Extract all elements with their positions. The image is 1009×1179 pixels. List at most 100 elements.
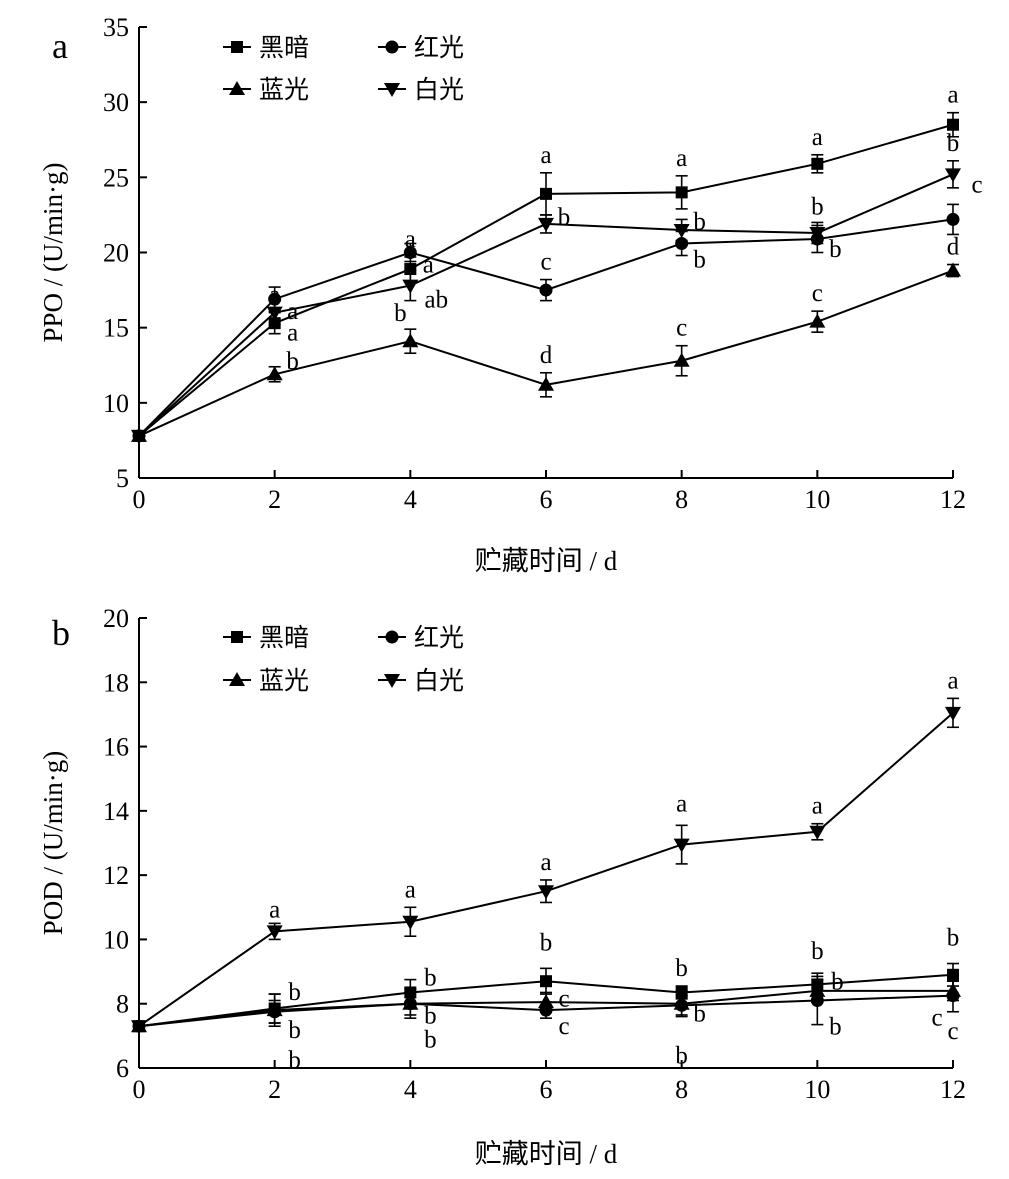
y-tick-label: 25 bbox=[103, 163, 129, 192]
legend-marker bbox=[231, 631, 243, 643]
data-point bbox=[131, 1020, 147, 1035]
significance-label: b bbox=[947, 925, 960, 952]
data-point bbox=[402, 995, 419, 1010]
data-point bbox=[402, 279, 419, 294]
legend-item: 红光 bbox=[378, 33, 464, 62]
y-tick-label: 20 bbox=[103, 239, 129, 268]
y-axis-title: PPO / (U/min·g) bbox=[38, 162, 68, 342]
legend-marker bbox=[229, 81, 245, 95]
data-point bbox=[268, 292, 282, 306]
data-point bbox=[811, 157, 824, 170]
significance-label: a bbox=[405, 876, 416, 903]
x-tick-label: 6 bbox=[540, 1075, 553, 1104]
legend-label: 红光 bbox=[414, 623, 464, 652]
significance-label: a bbox=[947, 667, 958, 694]
legend-item: 黑暗 bbox=[223, 623, 309, 652]
data-point bbox=[538, 217, 554, 232]
significance-label: a bbox=[812, 124, 823, 151]
significance-label: d bbox=[540, 342, 553, 369]
significance-label: a bbox=[947, 82, 958, 109]
significance-label: a bbox=[676, 145, 687, 172]
legend-label: 黑暗 bbox=[259, 33, 309, 62]
significance-label: b bbox=[811, 193, 824, 220]
data-point bbox=[540, 187, 552, 200]
data-point bbox=[809, 226, 826, 241]
data-point bbox=[673, 995, 690, 1010]
y-tick-label: 10 bbox=[103, 925, 129, 954]
data-point bbox=[675, 186, 688, 199]
significance-label: c bbox=[676, 315, 687, 342]
significance-label: b bbox=[424, 1003, 437, 1030]
data-point bbox=[402, 915, 419, 930]
panel-label: b bbox=[52, 613, 70, 653]
x-tick-label: 0 bbox=[133, 485, 146, 514]
x-tick-label: 4 bbox=[404, 485, 417, 514]
data-point bbox=[673, 223, 690, 238]
significance-label: d bbox=[947, 234, 960, 261]
legend-label: 红光 bbox=[414, 33, 464, 62]
significance-label: c bbox=[971, 171, 982, 198]
significance-label: c bbox=[558, 985, 569, 1012]
chart-panel-a: 5 10 15 20 25 30 35 0 2 4 6 8 10 12 PPO / (U/min·g) 贮藏时… bbox=[38, 13, 983, 576]
chart-panel-b: 6 8 10 12 14 16 18 20 0 2 4 6 8 10 12 POD / (U/min·g) 贮藏… bbox=[38, 604, 966, 1169]
series-triangle-down: a a a a a a bbox=[131, 667, 961, 1035]
legend-label: 蓝光 bbox=[259, 666, 309, 695]
significance-label: b bbox=[394, 300, 407, 327]
significance-label: c bbox=[812, 280, 823, 307]
y-tick-label: 8 bbox=[116, 990, 129, 1019]
y-tick-label: 30 bbox=[103, 88, 129, 117]
x-tick-label: 4 bbox=[404, 1075, 417, 1104]
y-tick-label: 12 bbox=[103, 861, 129, 890]
y-tick-label: 6 bbox=[116, 1054, 129, 1083]
series-triangle-up: b b d c c d bbox=[131, 234, 961, 442]
significance-label: a bbox=[287, 298, 298, 325]
significance-label: a bbox=[540, 849, 551, 876]
x-tick-label: 8 bbox=[675, 1075, 688, 1104]
y-tick-label: 14 bbox=[103, 797, 129, 826]
significance-label: c bbox=[540, 249, 551, 276]
x-tick-label: 12 bbox=[940, 485, 966, 514]
legend-marker bbox=[384, 83, 400, 97]
data-point bbox=[946, 212, 960, 226]
legend-item: 白光 bbox=[378, 75, 464, 104]
x-tick-label: 12 bbox=[940, 1075, 966, 1104]
data-point bbox=[538, 994, 554, 1009]
significance-label: a bbox=[405, 226, 416, 253]
significance-label: b bbox=[558, 204, 571, 231]
x-tick-label: 2 bbox=[268, 1075, 281, 1104]
data-point bbox=[266, 366, 283, 381]
y-tick-label: 18 bbox=[103, 668, 129, 697]
data-point bbox=[539, 283, 553, 297]
legend-marker bbox=[231, 41, 243, 53]
legend-label: 白光 bbox=[414, 75, 464, 104]
data-point bbox=[947, 118, 959, 131]
legend-marker bbox=[384, 674, 400, 688]
data-point bbox=[403, 246, 417, 259]
data-point bbox=[945, 262, 961, 277]
significance-label: b bbox=[675, 955, 688, 982]
legend-item: 红光 bbox=[378, 623, 464, 652]
data-point bbox=[809, 982, 826, 997]
y-tick-label: 15 bbox=[103, 314, 129, 343]
significance-label: b bbox=[831, 969, 844, 996]
significance-label: c bbox=[558, 1013, 569, 1040]
significance-label: b bbox=[540, 929, 553, 956]
legend-marker bbox=[229, 672, 245, 686]
significance-label: b bbox=[947, 130, 960, 157]
significance-label: b bbox=[675, 1042, 688, 1069]
data-point bbox=[945, 168, 961, 183]
significance-label: ab bbox=[425, 287, 449, 314]
x-tick-label: 2 bbox=[268, 485, 281, 514]
data-point bbox=[266, 925, 283, 940]
significance-label: c bbox=[931, 1005, 942, 1032]
y-tick-label: 20 bbox=[103, 604, 129, 633]
legend-item: 白光 bbox=[378, 666, 464, 695]
data-point bbox=[538, 376, 554, 391]
y-tick-label: 10 bbox=[103, 389, 129, 418]
data-point bbox=[945, 982, 961, 997]
